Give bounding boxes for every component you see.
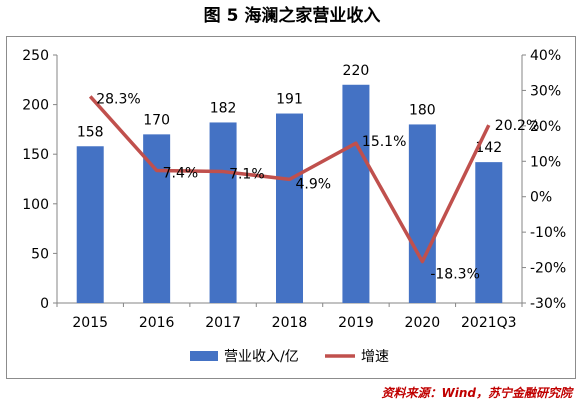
left-tick-label: 250 [22,48,49,64]
bar-value-label: 170 [143,112,170,128]
x-tick-label: 2018 [272,315,308,331]
left-tick-label: 200 [22,98,49,114]
bar [408,124,436,303]
bar-value-label: 142 [475,140,502,156]
right-tick-label: 0% [530,190,552,206]
chart-frame [6,36,576,379]
legend-bar-label: 营业收入/亿 [224,349,299,365]
bar [276,113,303,303]
bar [209,122,237,304]
right-tick-label: -20% [530,261,566,277]
growth-line [88,95,491,264]
line-value-label: 7.4% [163,165,199,181]
bar-value-label: 220 [343,63,370,79]
chart-title: 图 5 海澜之家营业收入 [203,6,381,26]
right-tick-label: -30% [530,296,566,312]
line-value-label: 15.1% [362,134,406,150]
left-tick-label: 150 [22,147,49,163]
bar [76,146,104,303]
left-tick-label: 100 [22,197,49,213]
line-value-label: -18.3% [430,267,480,283]
legend-line-label: 增速 [361,349,389,365]
x-tick-label: 2015 [72,315,108,331]
right-tick-label: 10% [530,154,561,170]
x-tick-label: 2019 [338,315,374,331]
x-tick-label: 2016 [139,315,175,331]
bar [342,84,370,303]
line-value-label: 20.2% [495,118,539,134]
line-value-label: 7.1% [229,167,265,183]
right-tick-label: -10% [530,225,566,241]
bar-value-label: 191 [276,92,303,108]
source-note: 资料来源：Wind，苏宁金融研究院 [381,386,572,400]
line-value-label: 4.9% [296,176,332,192]
right-tick-label: 40% [530,48,561,64]
line-value-label: 28.3% [96,91,140,107]
right-tick-label: 30% [530,83,561,99]
right-tick-label: 20% [530,119,561,135]
bar-value-label: 180 [409,102,436,118]
bar [475,162,503,303]
x-tick-label: 2021Q3 [461,315,517,331]
left-tick-label: 0 [40,296,49,312]
legend-bar-swatch [190,351,218,361]
x-tick-label: 2017 [205,315,241,331]
left-tick-label: 50 [31,246,49,262]
x-tick-label: 2020 [405,315,441,331]
bar-value-label: 182 [210,100,237,116]
bar-value-label: 158 [77,124,104,140]
